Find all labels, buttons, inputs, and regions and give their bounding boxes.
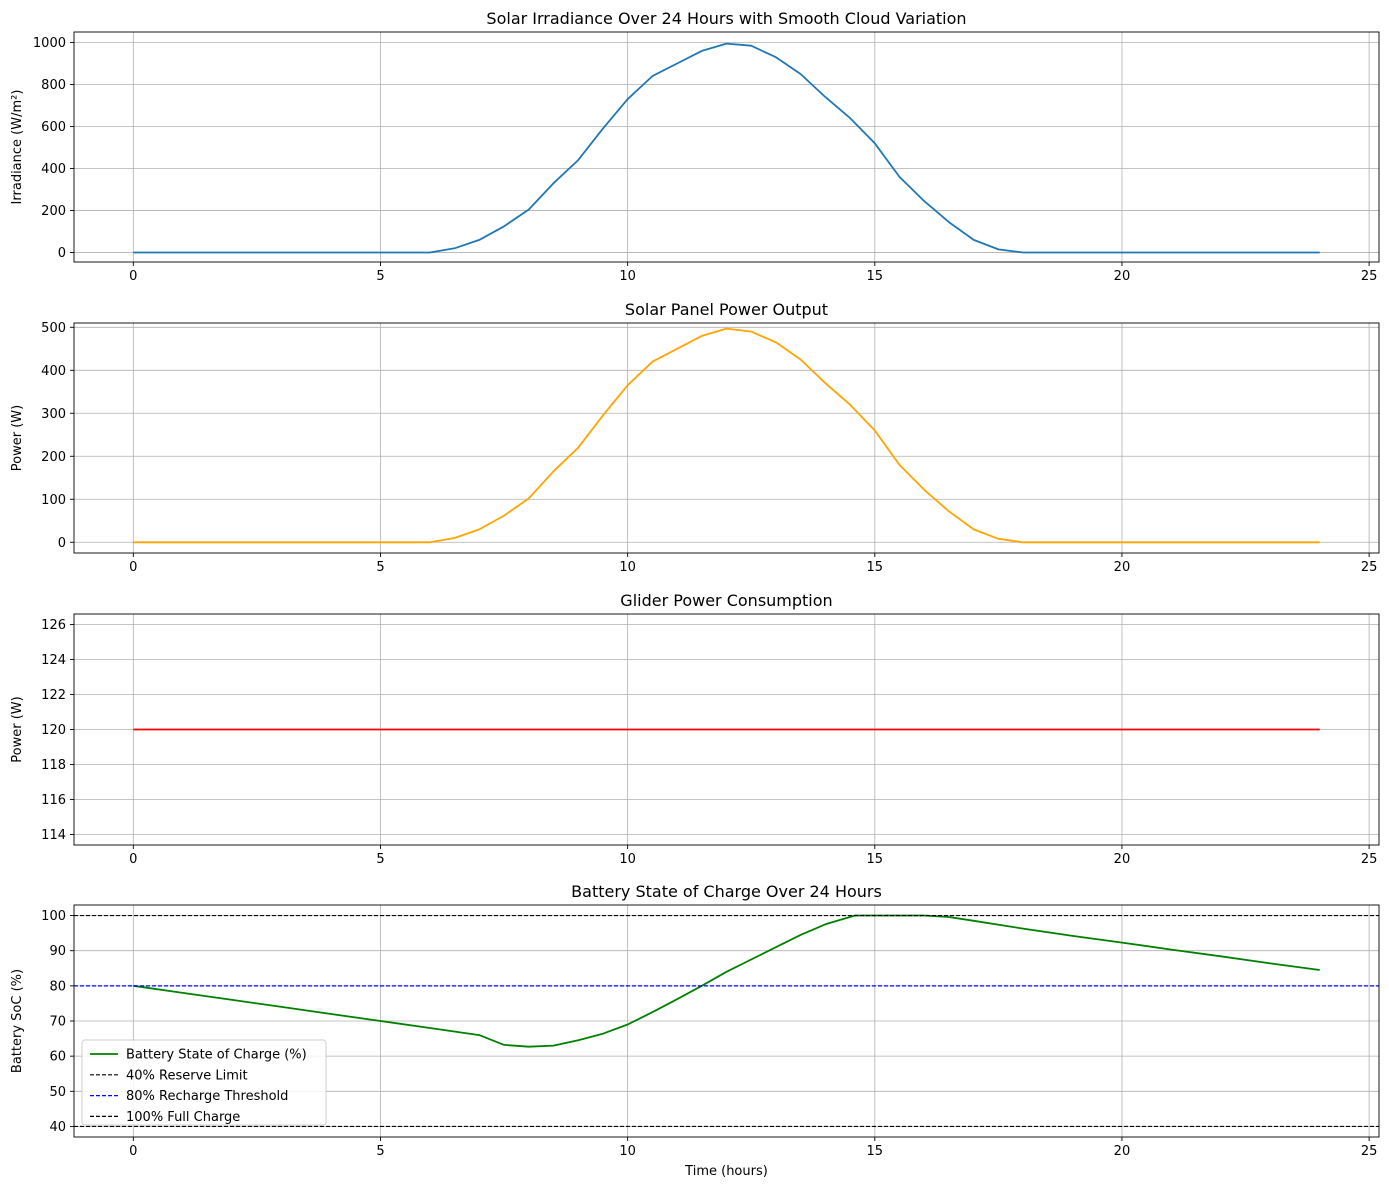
chart-3: 0 5 10 15 20 25 114 116 118 120 122 124 126 Glider Po… [10, 591, 1380, 867]
y-axis-label: Power (W) [10, 405, 25, 471]
y-tick-label: 90 [49, 944, 66, 959]
x-tick-label: 0 [129, 852, 137, 867]
plot-area [133, 42, 1320, 254]
chart-title: Glider Power Consumption [620, 591, 832, 610]
y-tick-label: 100 [41, 493, 66, 508]
y-tick-label: 200 [41, 450, 66, 465]
x-tick-label: 15 [867, 560, 884, 575]
y-tick-label: 60 [49, 1050, 66, 1065]
x-tick-label: 10 [619, 852, 636, 867]
axes-frame [73, 322, 1380, 554]
y-tick-label: 0 [58, 536, 66, 551]
x-tick-label: 15 [867, 1144, 884, 1159]
legend: Battery State of Charge (%) 40% Reserve L… [81, 1039, 327, 1126]
series-line [133, 327, 1320, 544]
x-tick-label: 20 [1114, 852, 1131, 867]
plot-area [74, 914, 1379, 1128]
legend-box [81, 1039, 327, 1126]
legend-label: 40% Reserve Limit [126, 1068, 248, 1083]
y-tick-label: 116 [41, 793, 66, 808]
y-axis-label: Power (W) [10, 696, 25, 762]
series-line [133, 914, 1320, 1048]
x-tick-label: 5 [376, 852, 384, 867]
chart-title: Solar Irradiance Over 24 Hours with Smoo… [486, 9, 966, 28]
y-tick-label: 118 [41, 758, 66, 773]
x-tick-label: 25 [1361, 1144, 1378, 1159]
y-tick-label: 400 [41, 364, 66, 379]
x-tick-label: 15 [867, 852, 884, 867]
y-tick-label: 100 [41, 909, 66, 924]
y-axis-label: Battery SoC (%) [10, 969, 25, 1073]
y-tick-label: 122 [41, 688, 66, 703]
y-tick-label: 200 [41, 204, 66, 219]
chart-2: 0 5 10 15 20 25 0 100 200 300 400 500 Solar Panel Po… [10, 300, 1380, 575]
y-tick-label: 400 [41, 162, 66, 177]
x-tick-label: 25 [1361, 852, 1378, 867]
chart-title: Battery State of Charge Over 24 Hours [571, 882, 882, 901]
x-tick-label: 20 [1114, 1144, 1131, 1159]
x-tick-label: 5 [376, 269, 384, 284]
x-tick-label: 5 [376, 560, 384, 575]
x-tick-label: 5 [376, 1144, 384, 1159]
x-tick-label: 20 [1114, 269, 1131, 284]
x-tick-label: 0 [129, 560, 137, 575]
y-tick-label: 800 [41, 78, 66, 93]
axes-frame [73, 31, 1380, 263]
legend-label: 80% Recharge Threshold [126, 1089, 288, 1104]
y-tick-label: 70 [49, 1015, 66, 1030]
chart-4: 0 5 10 15 20 25 40 50 60 70 80 90 100 Battery State o… [10, 882, 1380, 1179]
chart-1: 0 5 10 15 20 25 0 200 400 600 800 1000 Solar Irradia… [10, 9, 1380, 284]
y-tick-label: 40 [49, 1120, 66, 1135]
y-tick-label: 126 [41, 618, 66, 633]
y-tick-label: 114 [41, 828, 66, 843]
y-tick-label: 124 [41, 653, 66, 668]
x-tick-label: 10 [619, 560, 636, 575]
y-tick-label: 50 [49, 1085, 66, 1100]
plot-area [133, 327, 1320, 544]
x-tick-label: 15 [867, 269, 884, 284]
x-tick-label: 25 [1361, 560, 1378, 575]
chart-title: Solar Panel Power Output [625, 300, 828, 319]
y-tick-label: 300 [41, 407, 66, 422]
x-tick-label: 25 [1361, 269, 1378, 284]
y-tick-label: 600 [41, 120, 66, 135]
x-tick-label: 0 [129, 1144, 137, 1159]
legend-label: 100% Full Charge [126, 1110, 240, 1125]
legend-label: Battery State of Charge (%) [126, 1048, 307, 1063]
y-tick-label: 80 [49, 979, 66, 994]
y-tick-label: 1000 [33, 36, 66, 51]
x-tick-label: 10 [619, 1144, 636, 1159]
y-tick-label: 0 [58, 246, 66, 261]
series-line [133, 42, 1320, 254]
x-tick-label: 0 [129, 269, 137, 284]
x-tick-label: 20 [1114, 560, 1131, 575]
x-axis-label: Time (hours) [684, 1164, 768, 1179]
x-tick-label: 10 [619, 269, 636, 284]
y-axis-label: Irradiance (W/m²) [10, 90, 25, 205]
y-tick-label: 120 [41, 723, 66, 738]
y-tick-label: 500 [41, 321, 66, 336]
